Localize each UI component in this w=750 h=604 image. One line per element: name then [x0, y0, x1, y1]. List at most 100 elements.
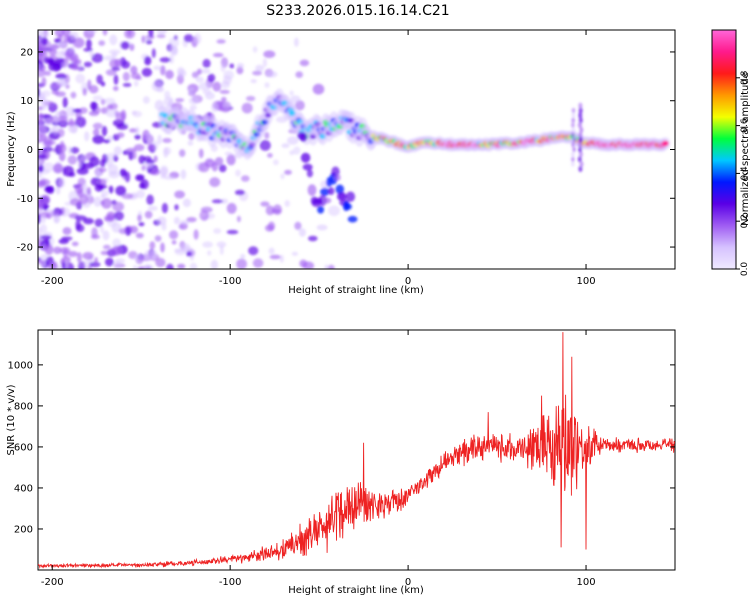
noise-blob	[115, 112, 126, 123]
branch-point	[306, 169, 313, 178]
noise-blob	[291, 251, 299, 256]
noise-blob	[295, 71, 304, 78]
branch-point	[317, 206, 325, 214]
noise-blob	[160, 167, 168, 177]
noise-blob	[219, 245, 224, 256]
noise-blob	[174, 248, 186, 256]
noise-blob	[137, 214, 142, 222]
noise-blob	[135, 232, 144, 239]
noise-blob	[40, 194, 51, 205]
noise-blob	[174, 190, 186, 199]
noise-blob	[154, 235, 162, 242]
noise-blob	[266, 71, 278, 78]
noise-blob	[109, 247, 122, 256]
noise-blob	[284, 169, 292, 175]
spectrogram-x-label: Height of straight line (km)	[288, 285, 424, 296]
noise-blob	[38, 106, 43, 111]
noise-blob	[147, 205, 158, 211]
noise-blob	[139, 182, 146, 189]
branch-point	[307, 184, 317, 197]
noise-blob	[38, 42, 41, 49]
noise-blob	[224, 151, 233, 156]
noise-blob	[119, 168, 127, 177]
noise-blob	[252, 258, 264, 268]
noise-blob	[118, 228, 128, 235]
noise-blob	[281, 143, 290, 149]
noise-blob	[111, 66, 121, 71]
noise-blob	[136, 190, 146, 199]
noise-blob	[202, 58, 211, 68]
noise-blob	[51, 124, 60, 135]
noise-blob	[284, 200, 291, 207]
spike-point	[571, 132, 575, 138]
noise-blob	[55, 111, 63, 117]
x-tick-label: -200	[41, 577, 64, 588]
branch-point	[345, 191, 356, 202]
spectrogram-y-axis: -20 -10 0 10 20	[17, 47, 675, 254]
noise-blob	[193, 229, 199, 240]
noise-blob	[240, 253, 246, 259]
colorbar: 0.0 0.2 0.4 0.6 0.8 Normalized spectral ampl…	[711, 29, 750, 276]
noise-blob	[134, 255, 144, 262]
noise-blob	[202, 241, 214, 248]
noise-blob	[133, 80, 139, 87]
noise-blob	[163, 96, 174, 107]
x-tick-label: -200	[41, 276, 64, 287]
noise-blob	[40, 132, 47, 142]
noise-blob	[75, 73, 86, 84]
noise-blob	[122, 82, 132, 87]
noise-blob	[293, 146, 301, 155]
branch-point	[320, 187, 330, 196]
noise-blob	[189, 105, 197, 111]
noise-blob	[98, 167, 107, 173]
noise-blob	[169, 45, 178, 55]
noise-blob	[79, 193, 89, 205]
noise-blob	[180, 243, 191, 251]
noise-blob	[82, 183, 88, 190]
noise-blob	[234, 189, 245, 196]
noise-blob	[191, 71, 199, 79]
noise-blob	[186, 251, 193, 257]
y-tick-label: 10	[20, 96, 33, 107]
y-tick-label: 0	[27, 145, 33, 156]
noise-blob	[264, 82, 270, 88]
x-tick-label: 0	[405, 276, 411, 287]
noise-blob	[76, 167, 89, 175]
noise-blob	[212, 52, 224, 58]
noise-blob	[38, 227, 42, 238]
noise-blob	[212, 81, 222, 92]
noise-blob	[250, 79, 257, 84]
figure-title: S233.2026.015.16.14.C21	[266, 3, 449, 19]
noise-blob	[83, 61, 93, 68]
y-tick-label: 800	[14, 401, 33, 412]
spectrogram-marks	[38, 30, 671, 269]
noise-blob	[180, 169, 187, 180]
noise-blob	[88, 110, 99, 116]
snr-y-label: SNR (10 * v/v)	[6, 384, 17, 455]
noise-blob	[59, 247, 71, 254]
spike-point	[572, 146, 576, 153]
noise-blob	[235, 169, 241, 177]
noise-blob	[100, 193, 106, 199]
noise-blob	[252, 70, 263, 76]
noise-blob	[236, 62, 245, 69]
noise-blob	[38, 158, 43, 167]
noise-blob	[39, 178, 51, 187]
branch-point	[302, 163, 313, 171]
noise-blob	[99, 226, 105, 234]
y-tick-label: 400	[14, 483, 33, 494]
branch-point	[347, 215, 358, 223]
noise-blob	[77, 62, 83, 72]
noise-blob	[55, 73, 67, 80]
noise-blob	[211, 199, 224, 204]
noise-blob	[267, 153, 273, 158]
x-tick-label: 100	[576, 577, 595, 588]
noise-blob	[312, 83, 325, 95]
ridge-point	[662, 140, 669, 146]
noise-blob	[241, 102, 253, 114]
noise-blob	[289, 90, 294, 96]
branch-point	[300, 152, 311, 163]
noise-blob	[138, 222, 145, 227]
